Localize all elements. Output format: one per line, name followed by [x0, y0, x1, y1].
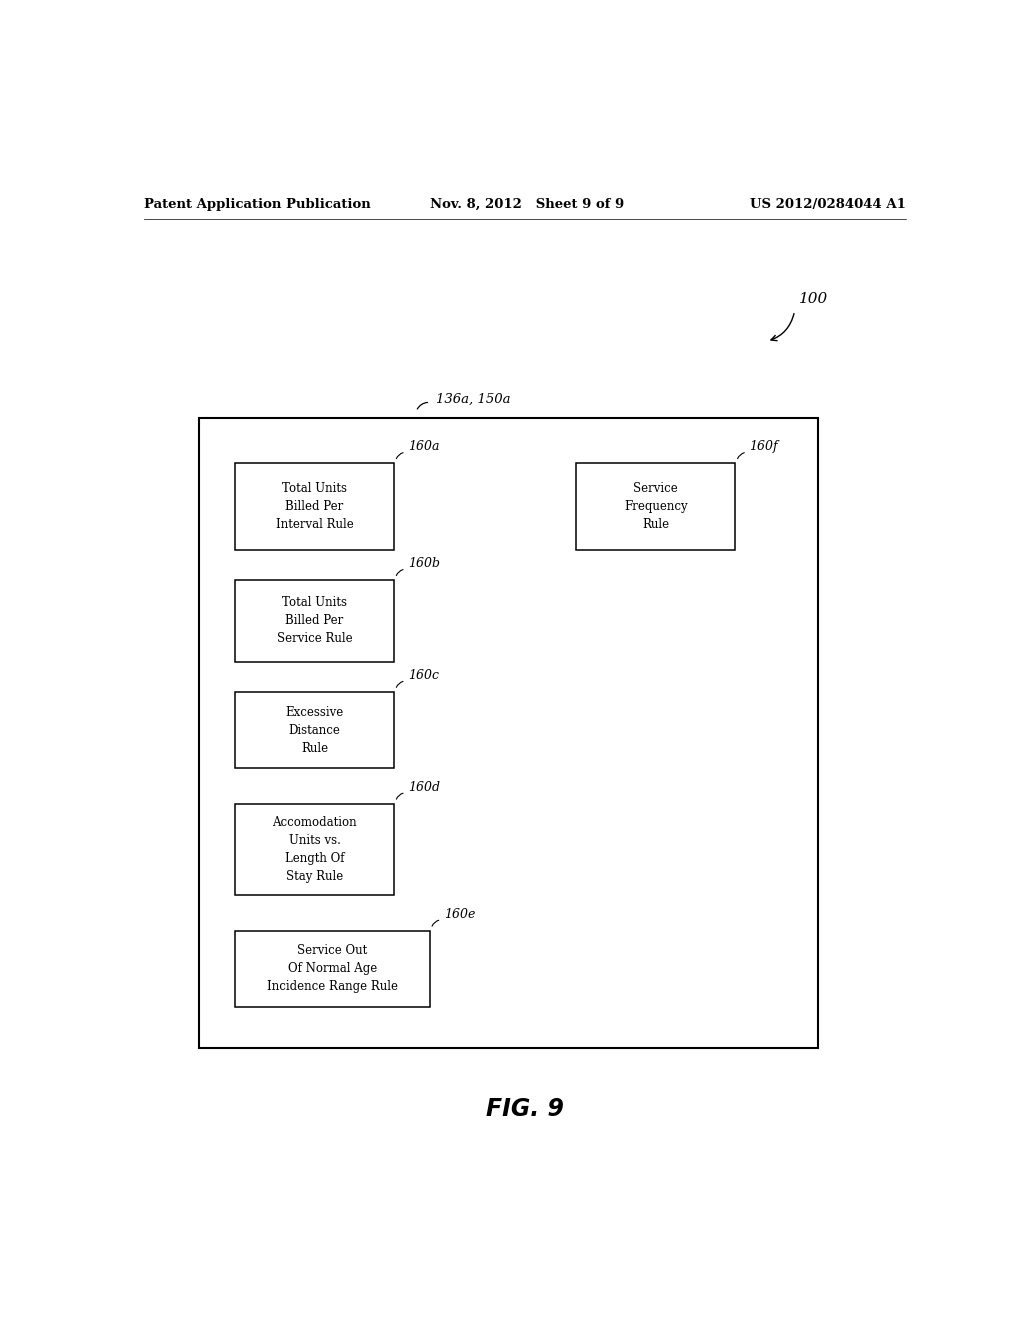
Text: 160d: 160d	[409, 780, 440, 793]
Bar	[236, 804, 394, 895]
Text: 100: 100	[799, 292, 827, 306]
Bar	[577, 463, 735, 549]
Bar	[236, 931, 430, 1007]
Text: 136a, 150a: 136a, 150a	[436, 392, 510, 405]
Bar	[236, 463, 394, 549]
Text: 160b: 160b	[409, 557, 440, 570]
Text: 160c: 160c	[409, 669, 439, 682]
Text: Total Units
Billed Per
Interval Rule: Total Units Billed Per Interval Rule	[275, 482, 353, 531]
Bar	[236, 581, 394, 661]
Text: Excessive
Distance
Rule: Excessive Distance Rule	[286, 706, 344, 755]
Bar	[200, 417, 818, 1048]
Text: FIG. 9: FIG. 9	[485, 1097, 564, 1121]
Text: Service
Frequency
Rule: Service Frequency Rule	[624, 482, 687, 531]
Text: Nov. 8, 2012   Sheet 9 of 9: Nov. 8, 2012 Sheet 9 of 9	[430, 198, 624, 211]
Text: 160f: 160f	[750, 440, 778, 453]
Text: Service Out
Of Normal Age
Incidence Range Rule: Service Out Of Normal Age Incidence Rang…	[267, 945, 398, 994]
Text: Patent Application Publication: Patent Application Publication	[143, 198, 371, 211]
Text: US 2012/0284044 A1: US 2012/0284044 A1	[750, 198, 905, 211]
Text: 160a: 160a	[409, 440, 439, 453]
Bar	[236, 692, 394, 768]
Text: Accomodation
Units vs.
Length Of
Stay Rule: Accomodation Units vs. Length Of Stay Ru…	[272, 816, 356, 883]
Text: Total Units
Billed Per
Service Rule: Total Units Billed Per Service Rule	[276, 597, 352, 645]
Text: 160e: 160e	[443, 908, 475, 921]
